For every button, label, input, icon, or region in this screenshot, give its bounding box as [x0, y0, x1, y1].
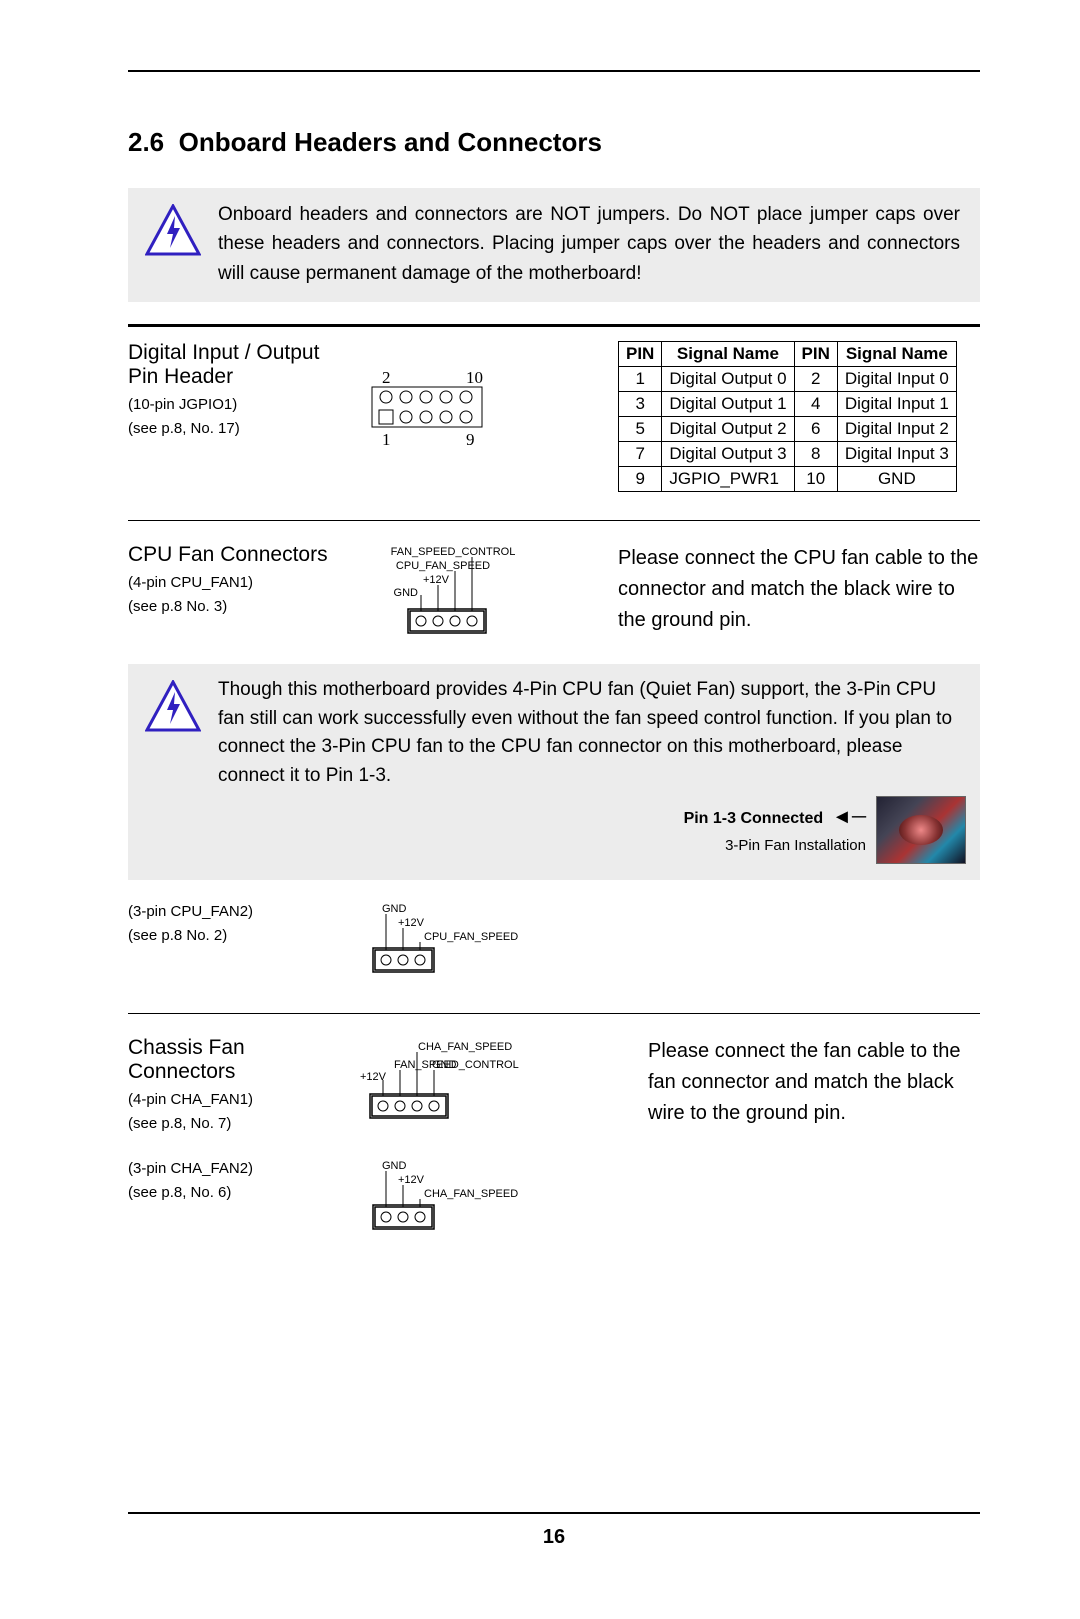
gpio-meta2: (see p.8, No. 17) — [128, 417, 348, 441]
table-header: Signal Name — [662, 342, 794, 367]
svg-text:FAN_SPEED_CONTROL: FAN_SPEED_CONTROL — [391, 546, 516, 558]
cpu-fan2-meta2: (see p.8 No. 2) — [128, 924, 348, 948]
svg-text:+12V: +12V — [398, 917, 425, 929]
cha-fan-4pin-diagram: CHA_FAN_SPEED FAN_SPEED_CONTROL GND +12V — [358, 1036, 628, 1136]
svg-text:+12V: +12V — [398, 1174, 425, 1186]
cpu-fan-block: CPU Fan Connectors (4-pin CPU_FAN1) (see… — [128, 529, 980, 995]
cpu-fan-meta2: (see p.8 No. 3) — [128, 595, 348, 619]
gpio-header-diagram: 2 10 1 9 — [358, 369, 498, 449]
chassis-fan-block: Chassis Fan Connectors (4-pin CHA_FAN1) … — [128, 1022, 980, 1252]
pin-connected-label: Pin 1-3 Connected — [684, 810, 824, 827]
section-title-text: Onboard Headers and Connectors — [179, 127, 602, 157]
cha-fan-meta2: (see p.8, No. 7) — [128, 1112, 348, 1136]
warning-text: Onboard headers and connectors are NOT j… — [218, 200, 960, 288]
svg-text:GND: GND — [394, 587, 419, 599]
svg-text:+12V: +12V — [423, 574, 450, 586]
svg-text:GND: GND — [382, 1160, 407, 1172]
svg-text:2: 2 — [382, 369, 391, 387]
svg-text:GND: GND — [432, 1059, 457, 1071]
svg-text:CHA_FAN_SPEED: CHA_FAN_SPEED — [418, 1041, 512, 1053]
divider — [128, 520, 980, 521]
gpio-meta1: (10-pin JGPIO1) — [128, 393, 348, 417]
fan-installation-image — [876, 796, 966, 864]
bottom-rule — [128, 1512, 980, 1514]
cpu-fan-info-text: Though this motherboard provides 4-Pin C… — [218, 676, 966, 790]
svg-text:CPU_FAN_SPEED: CPU_FAN_SPEED — [396, 560, 490, 572]
top-rule — [128, 70, 980, 72]
cpu-fan-meta1: (4-pin CPU_FAN1) — [128, 571, 348, 595]
arrow-left-icon: ◄─ — [832, 806, 866, 828]
cpu-fan-info-box: Though this motherboard provides 4-Pin C… — [128, 664, 980, 880]
page-number: 16 — [128, 1526, 980, 1549]
divider — [128, 1013, 980, 1014]
lightning-triangle-icon — [145, 680, 201, 732]
section-number: 2.6 — [128, 127, 164, 157]
lightning-triangle-icon — [145, 204, 201, 256]
table-header: Signal Name — [837, 342, 956, 367]
cpu-fan2-meta1: (3-pin CPU_FAN2) — [128, 900, 348, 924]
table-header: PIN — [619, 342, 662, 367]
gpio-block: Digital Input / Output Pin Header (10-pi… — [128, 327, 980, 502]
svg-text:CPU_FAN_SPEED: CPU_FAN_SPEED — [424, 931, 518, 943]
cha-fan-meta1: (4-pin CHA_FAN1) — [128, 1088, 348, 1112]
warning-box: Onboard headers and connectors are NOT j… — [128, 188, 980, 302]
table-header: PIN — [794, 342, 837, 367]
fan-install-caption: 3-Pin Fan Installation — [684, 837, 866, 854]
cha-fan2-meta1: (3-pin CHA_FAN2) — [128, 1157, 348, 1181]
cha-fan-title: Chassis Fan Connectors — [128, 1036, 348, 1084]
cha-fan2-meta2: (see p.8, No. 6) — [128, 1181, 348, 1205]
svg-text:9: 9 — [466, 430, 475, 449]
gpio-pin-table: PIN Signal Name PIN Signal Name 1Digital… — [618, 341, 957, 492]
cpu-fan-3pin-diagram: GND +12V CPU_FAN_SPEED — [358, 900, 578, 980]
svg-text:1: 1 — [382, 430, 391, 449]
cpu-fan-desc: Please connect the CPU fan cable to the … — [618, 543, 980, 636]
cpu-fan-4pin-diagram: FAN_SPEED_CONTROL CPU_FAN_SPEED +12V GND — [358, 543, 548, 643]
cha-fan-desc: Please connect the fan cable to the fan … — [648, 1036, 980, 1129]
cpu-fan-title: CPU Fan Connectors — [128, 543, 348, 567]
svg-text:CHA_FAN_SPEED: CHA_FAN_SPEED — [424, 1188, 518, 1200]
gpio-title: Digital Input / Output Pin Header — [128, 341, 348, 389]
section-heading: 2.6 Onboard Headers and Connectors — [128, 127, 980, 158]
svg-text:GND: GND — [382, 903, 407, 915]
cha-fan-3pin-diagram: GND +12V CHA_FAN_SPEED — [358, 1157, 578, 1237]
svg-text:10: 10 — [466, 369, 483, 387]
